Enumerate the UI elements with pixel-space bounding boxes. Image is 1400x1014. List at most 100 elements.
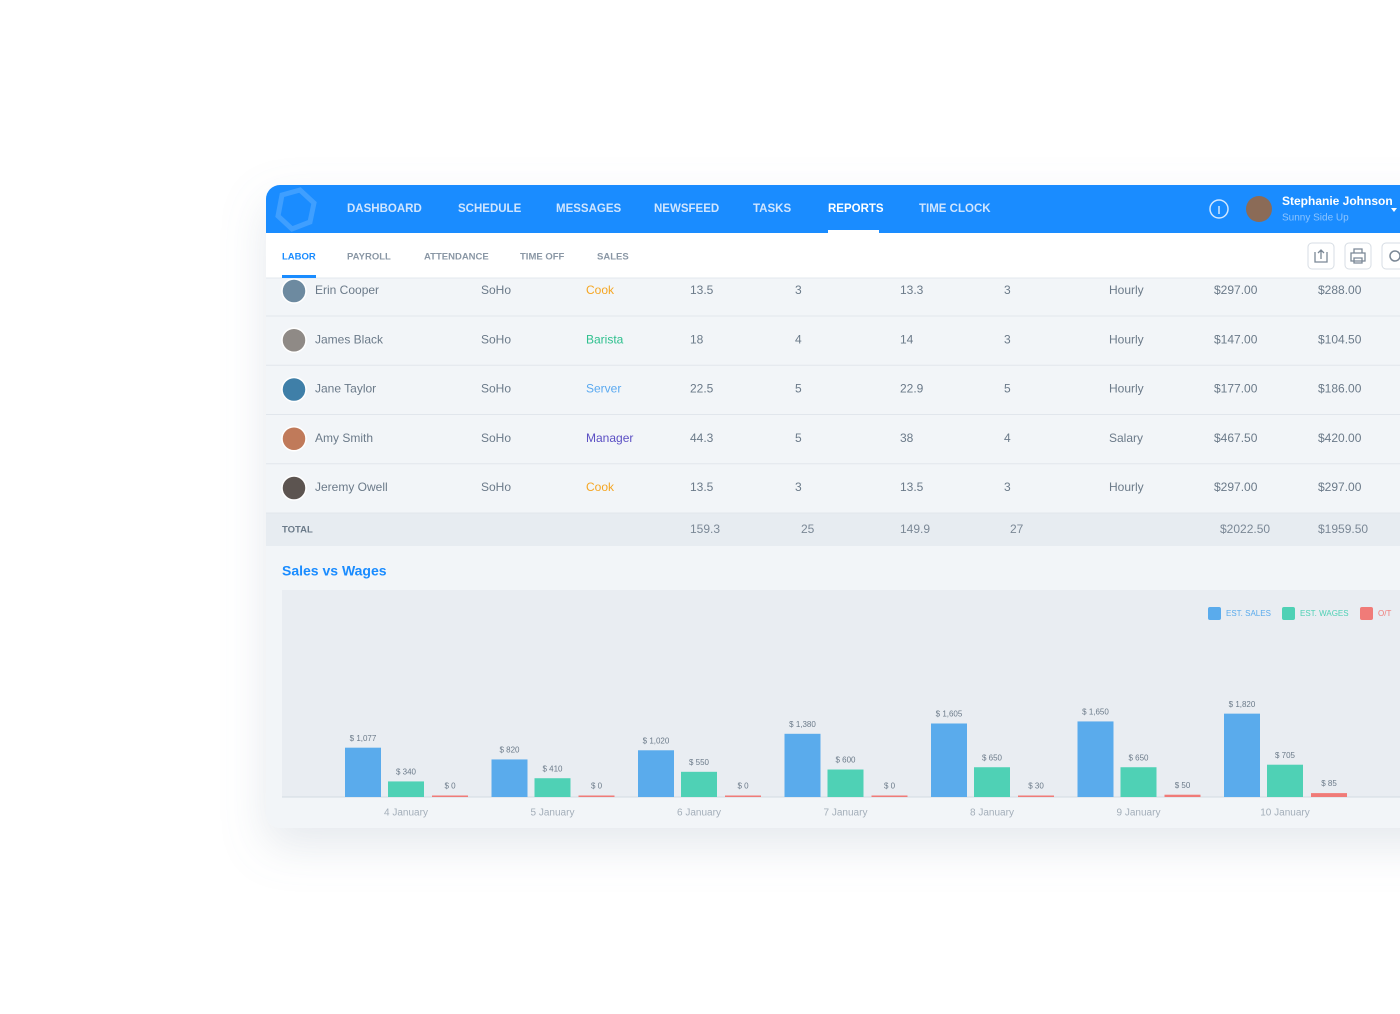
value-label: $ 1,605: [936, 710, 963, 719]
employee-name: Jane Taylor: [315, 382, 376, 396]
bar[interactable]: [1311, 793, 1347, 797]
x-tick-label: 8 January: [970, 808, 1014, 819]
value-label: $ 820: [499, 746, 520, 755]
legend-label: EST. WAGES: [1300, 609, 1349, 618]
tab[interactable]: PAYROLL: [347, 252, 391, 263]
bar[interactable]: [1018, 795, 1054, 798]
total-cell: $2022.50: [1220, 522, 1270, 536]
role: Cook: [586, 283, 615, 297]
bar[interactable]: [725, 795, 761, 798]
user-name: Stephanie Johnson: [1282, 194, 1393, 208]
table-cell: Salary: [1109, 431, 1143, 445]
value-label: $ 50: [1175, 781, 1191, 790]
location: SoHo: [481, 283, 511, 297]
sub-nav: [266, 233, 1400, 278]
employee-name: Erin Cooper: [315, 283, 379, 297]
total-label: TOTAL: [282, 525, 313, 536]
settings-button[interactable]: [1381, 242, 1400, 270]
bar[interactable]: [827, 769, 864, 797]
x-tick-label: 4 January: [384, 808, 428, 819]
bar[interactable]: [1120, 767, 1157, 797]
user-dropdown[interactable]: [1391, 208, 1397, 212]
legend-label: O/T: [1378, 609, 1391, 618]
nav-item[interactable]: SCHEDULE: [458, 203, 522, 215]
value-label: $ 30: [1028, 782, 1044, 791]
tab[interactable]: SALES: [597, 252, 629, 263]
bar[interactable]: [578, 795, 615, 798]
value-label: $ 0: [884, 782, 896, 791]
bar[interactable]: [1077, 721, 1114, 797]
bar[interactable]: [1164, 794, 1201, 797]
table-cell: 3: [1004, 332, 1011, 346]
export-icon: [1314, 249, 1328, 263]
bar[interactable]: [871, 795, 908, 798]
value-label: $ 0: [591, 782, 603, 791]
x-tick-label: 6 January: [677, 808, 721, 819]
value-label: $ 1,020: [643, 736, 670, 745]
value-label: $ 85: [1321, 779, 1337, 788]
nav-item[interactable]: REPORTS: [828, 203, 884, 215]
location: SoHo: [481, 431, 511, 445]
employee-name: Jeremy Owell: [315, 480, 388, 494]
table-cell: $104.50: [1318, 332, 1362, 346]
avatar: [281, 278, 307, 304]
legend-swatch: [1208, 607, 1221, 620]
value-label: $ 1,820: [1229, 700, 1256, 709]
nav-item[interactable]: NEWSFEED: [654, 203, 719, 215]
avatar: [281, 426, 307, 452]
bar[interactable]: [1224, 713, 1260, 797]
value-label: $ 650: [982, 753, 1003, 762]
table-cell: 22.5: [690, 382, 714, 396]
settings-icon: [1389, 250, 1400, 262]
top-nav: [266, 185, 1400, 233]
table-cell: 22.9: [900, 382, 924, 396]
x-tick-label: 7 January: [824, 808, 868, 819]
value-label: $ 1,077: [350, 734, 377, 743]
chart-area: [282, 590, 1400, 797]
info-icon[interactable]: [1209, 199, 1229, 219]
bar[interactable]: [534, 778, 571, 797]
nav-item[interactable]: TIME CLOCK: [919, 203, 991, 215]
bar[interactable]: [638, 750, 674, 797]
role: Cook: [586, 480, 615, 494]
value-label: $ 650: [1128, 753, 1149, 762]
bar[interactable]: [681, 771, 717, 797]
table-cell: Hourly: [1109, 332, 1144, 346]
table-cell: Hourly: [1109, 382, 1144, 396]
total-cell: 159.3: [690, 522, 720, 536]
legend-swatch: [1360, 607, 1373, 620]
table-cell: $420.00: [1318, 431, 1362, 445]
app: Stephanie Johnson Sunny Side Up DASHBOAR…: [266, 185, 1400, 819]
tab[interactable]: ATTENDANCE: [424, 252, 489, 263]
x-tick-label: 9 January: [1117, 808, 1161, 819]
bar[interactable]: [491, 759, 528, 797]
bar[interactable]: [784, 733, 821, 797]
print-icon: [1350, 248, 1366, 264]
legend-label: EST. SALES: [1226, 609, 1271, 618]
bar[interactable]: [931, 723, 967, 797]
tab[interactable]: TIME OFF: [520, 252, 565, 263]
bar[interactable]: [974, 767, 1010, 797]
table-cell: $297.00: [1318, 480, 1362, 494]
bar[interactable]: [1267, 764, 1303, 797]
chart-title: Sales vs Wages: [282, 563, 387, 579]
value-label: $ 0: [444, 782, 456, 791]
nav-active-indicator: [828, 230, 879, 233]
bar[interactable]: [345, 747, 381, 797]
bar[interactable]: [388, 781, 424, 797]
nav-item[interactable]: DASHBOARD: [347, 203, 422, 215]
avatar: [281, 376, 307, 403]
user-avatar[interactable]: [1246, 196, 1272, 222]
table-cell: 5: [1004, 382, 1011, 396]
table-cell: 3: [795, 480, 802, 494]
tab[interactable]: LABOR: [282, 252, 316, 263]
nav-item[interactable]: MESSAGES: [556, 203, 622, 215]
nav-item[interactable]: TASKS: [753, 203, 791, 215]
bar[interactable]: [432, 795, 468, 798]
user-workspace: Sunny Side Up: [1282, 213, 1349, 224]
logo[interactable]: [275, 187, 317, 232]
value-label: $ 705: [1275, 751, 1296, 760]
print-button[interactable]: [1344, 242, 1372, 270]
table-cell: 3: [1004, 480, 1011, 494]
